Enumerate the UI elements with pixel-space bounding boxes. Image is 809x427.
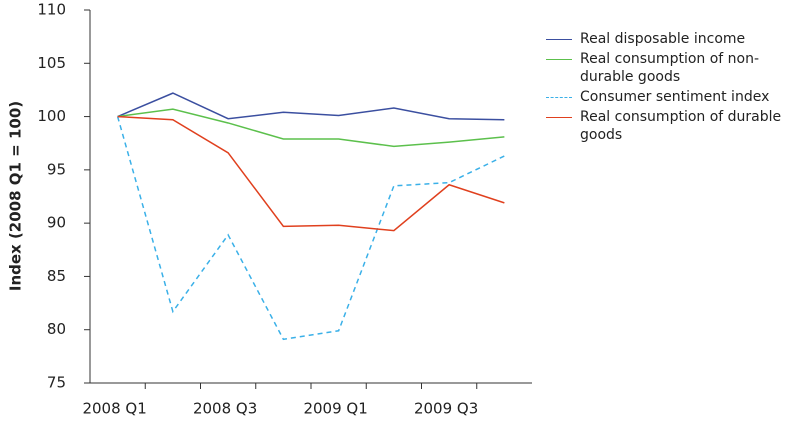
y-tick-label: 80 — [47, 320, 66, 338]
series-line — [117, 108, 505, 148]
y-tick-label: 90 — [47, 214, 66, 232]
y-axis-label: Index (2008 Q1 = 100) — [7, 101, 25, 291]
legend-swatch — [546, 117, 572, 118]
y-tick-label: 85 — [47, 267, 66, 285]
legend-label: Real consumption of non-durable goods — [580, 51, 760, 85]
y-tick-label: 100 — [37, 107, 66, 125]
x-tick-label: 2008 Q1 — [82, 400, 146, 418]
legend-swatch — [546, 59, 572, 60]
y-tick-label: 75 — [47, 374, 66, 392]
legend-label: Real disposable income — [580, 31, 746, 47]
legend-item: Consumer sentiment index — [540, 88, 809, 106]
legend-label: Consumer sentiment index — [580, 89, 770, 105]
legend-item: Real consumption of non-durable goods — [540, 50, 809, 86]
legend-item: Real disposable income — [540, 30, 809, 48]
legend-swatch — [546, 39, 572, 40]
legend-item: Real consumption of durable goods — [540, 108, 809, 144]
x-tick-label: 2008 Q3 — [193, 400, 257, 418]
y-tick-label: 95 — [47, 160, 66, 178]
x-tick-label: 2009 Q1 — [303, 400, 367, 418]
series-line — [117, 92, 505, 121]
series-line — [116, 116, 505, 341]
y-tick-label: 105 — [37, 54, 66, 72]
y-tick-label: 110 — [37, 1, 66, 19]
legend-label: Real consumption of durable goods — [580, 109, 782, 143]
series-line — [117, 115, 505, 232]
legend-swatch — [546, 97, 572, 98]
legend: Real disposable income Real consumption o… — [540, 30, 809, 146]
x-tick-label: 2009 Q3 — [414, 400, 478, 418]
